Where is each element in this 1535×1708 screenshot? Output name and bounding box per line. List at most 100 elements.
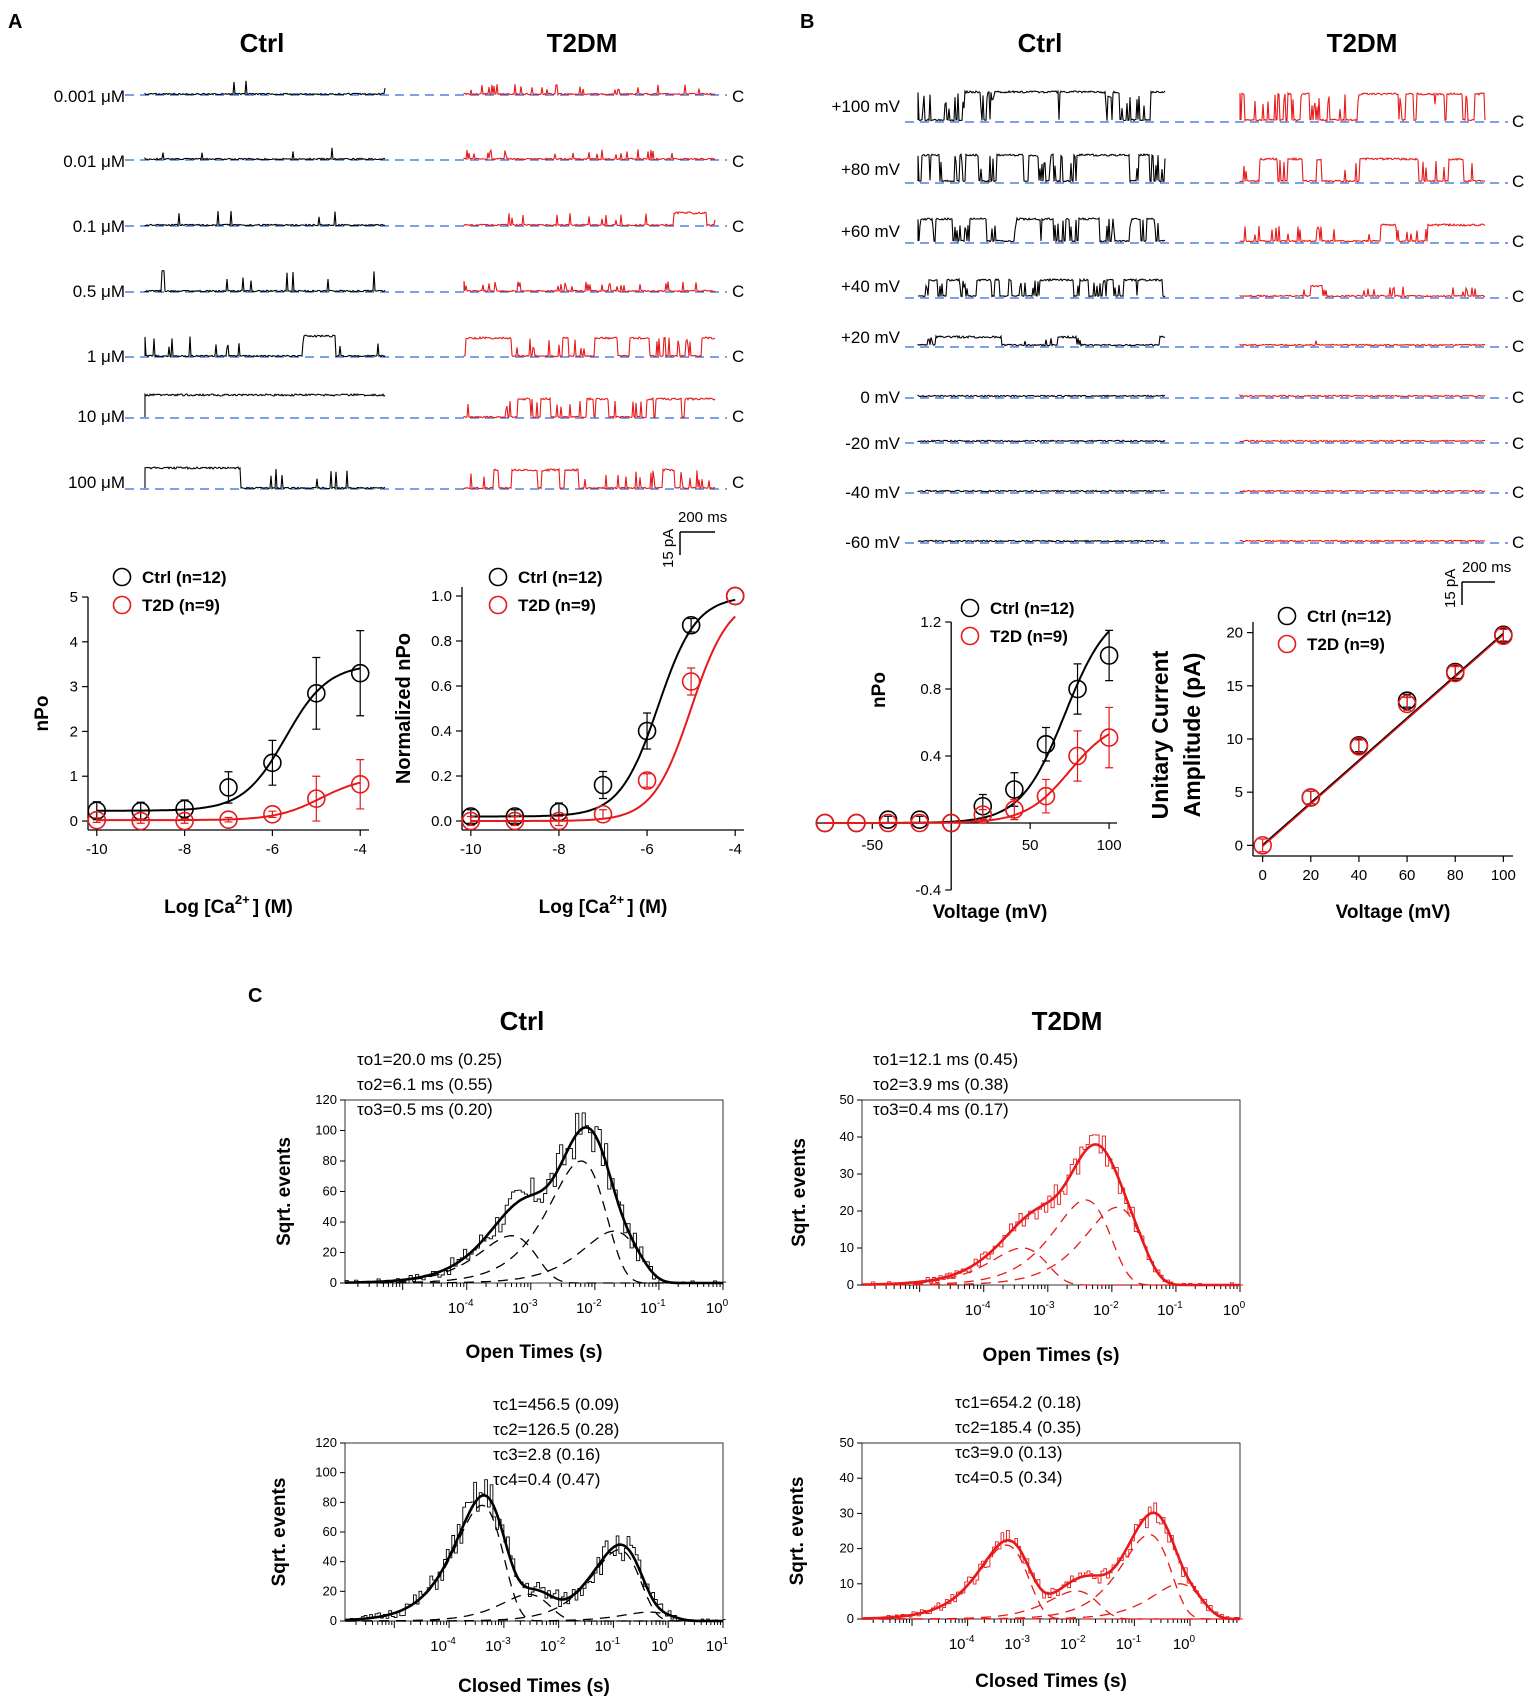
error-bar: [312, 656, 321, 730]
y-axis-title: Sqrt. events: [274, 1137, 295, 1246]
y-tick-label: 2: [70, 723, 78, 740]
channel-trace: [917, 394, 1166, 398]
panel-b-closed-marker: C: [1512, 434, 1524, 453]
panel-b-closed-marker: C: [1512, 483, 1524, 502]
y-axis-title: Amplitude (pA): [1179, 653, 1205, 818]
fit-component: [862, 1206, 1240, 1286]
y-tick-label: 100: [315, 1123, 337, 1138]
error-bar: [1258, 838, 1267, 853]
legend-label: Ctrl (n=12): [990, 599, 1075, 618]
data-point: [1005, 800, 1024, 819]
scale-bar-time: 200 ms: [1462, 559, 1511, 576]
legend-label: T2D (n=9): [990, 627, 1068, 646]
y-tick-label: 15: [1226, 678, 1243, 695]
channel-trace: [144, 210, 386, 228]
channel-trace: [1239, 222, 1486, 243]
x-tick-label: 20: [1302, 867, 1319, 884]
data-point: [1099, 646, 1119, 665]
x-tick-label: 100: [706, 1298, 729, 1317]
y-tick-label: 5: [1235, 784, 1243, 801]
panel-b-row-label: +20 mV: [841, 328, 901, 347]
error-bar: [1041, 778, 1050, 814]
y-tick-label: 20: [840, 1203, 854, 1218]
tick-exponent: 0: [1190, 1634, 1196, 1645]
data-point: [1036, 786, 1056, 806]
t2d-closed-fit-text: τc3=9.0 (0.13): [955, 1443, 1062, 1462]
data-point: [1068, 679, 1087, 699]
y-axis-title: nPo: [32, 696, 53, 732]
fit-total: [345, 1126, 723, 1285]
x-axis-title: Voltage (mV): [933, 902, 1048, 923]
x-tick-label: 10-3: [1004, 1634, 1030, 1653]
histogram-bars: [862, 1134, 1244, 1286]
y-tick-label: 50: [840, 1092, 854, 1107]
channel-trace: [1239, 156, 1486, 183]
panel-a-row-label: 100 μM: [68, 473, 125, 492]
x-axis-title-rest: ] (M): [253, 897, 293, 918]
data-point: [847, 813, 866, 833]
error-bar: [356, 630, 365, 717]
panel-b-closed-marker: C: [1512, 232, 1524, 251]
ctrl-closed-fit-text: τc1=456.5 (0.09): [493, 1395, 619, 1414]
error-bar: [466, 815, 475, 827]
legend-label: Ctrl (n=12): [518, 568, 603, 587]
fit-curve: [824, 733, 1110, 824]
legend-label: T2D (n=9): [142, 596, 220, 615]
tick-exponent: 0: [1240, 1300, 1246, 1311]
y-tick-label: 20: [323, 1583, 337, 1598]
y-tick-label: -0.4: [915, 882, 941, 899]
data-point: [263, 805, 282, 824]
y-tick-label: 30: [840, 1505, 854, 1520]
data-point: [505, 811, 525, 831]
data-point: [681, 672, 701, 691]
error-bar: [1105, 629, 1114, 682]
data-point: [1445, 663, 1465, 683]
channel-trace: [144, 269, 386, 294]
data-point: [1397, 694, 1417, 714]
data-point: [941, 813, 961, 833]
panel-a-row-label: 0.5 μM: [73, 282, 125, 301]
error-bar: [1010, 798, 1019, 821]
data-point: [350, 774, 370, 794]
legend-label: T2D (n=9): [518, 596, 596, 615]
x-tick-label: 60: [1399, 867, 1416, 884]
panel-b-row-label: 0 mV: [860, 388, 900, 407]
data-point: [593, 804, 613, 824]
panel-b-row-label: +60 mV: [841, 222, 901, 241]
channel-trace: [144, 392, 386, 417]
t2d-closed-fit-text: τc4=0.5 (0.34): [955, 1468, 1062, 1487]
data-point: [878, 813, 898, 833]
fit-component: [345, 1230, 723, 1284]
t2d-open-fit-text: τo1=12.1 ms (0.45): [873, 1050, 1018, 1069]
fit-line-ctrl: [1261, 632, 1505, 847]
tick-exponent: -1: [1132, 1634, 1141, 1645]
data-point: [725, 586, 745, 606]
tick-exponent: -2: [1110, 1300, 1119, 1311]
ctrl-open-fit-text: τo3=0.5 ms (0.20): [357, 1100, 493, 1119]
error-bar: [268, 739, 277, 786]
y-tick-label: 0.6: [431, 678, 452, 695]
channel-trace: [144, 80, 386, 96]
x-tick-label: -10: [86, 841, 108, 858]
panel-label-c: C: [248, 985, 262, 1007]
t2d-open-fit-text: τo3=0.4 ms (0.17): [873, 1100, 1009, 1119]
legend-label: Ctrl (n=12): [142, 568, 227, 587]
y-tick-label: 0.0: [431, 813, 452, 830]
legend-marker: [1277, 606, 1297, 626]
x-tick-label: 101: [706, 1636, 729, 1655]
y-tick-label: 0: [847, 1277, 854, 1292]
channel-trace: [917, 539, 1166, 543]
y-tick-label: 40: [323, 1554, 337, 1569]
y-tick-label: 1.0: [431, 588, 452, 605]
x-tick-label: 10-4: [448, 1298, 474, 1317]
panel-b-title-ctrl: Ctrl: [1018, 28, 1063, 58]
ctrl-closed-fit-text: τc2=126.5 (0.28): [493, 1420, 619, 1439]
y-tick-label: 0.4: [920, 748, 941, 765]
y-tick-label: 1.2: [920, 614, 941, 631]
channel-trace: [463, 396, 716, 419]
x-axis-title: Closed Times (s): [458, 1676, 610, 1697]
y-tick-label: 120: [315, 1092, 337, 1107]
error-bar: [268, 810, 277, 819]
x-axis-title: Log [Ca2+] (M): [164, 892, 293, 918]
